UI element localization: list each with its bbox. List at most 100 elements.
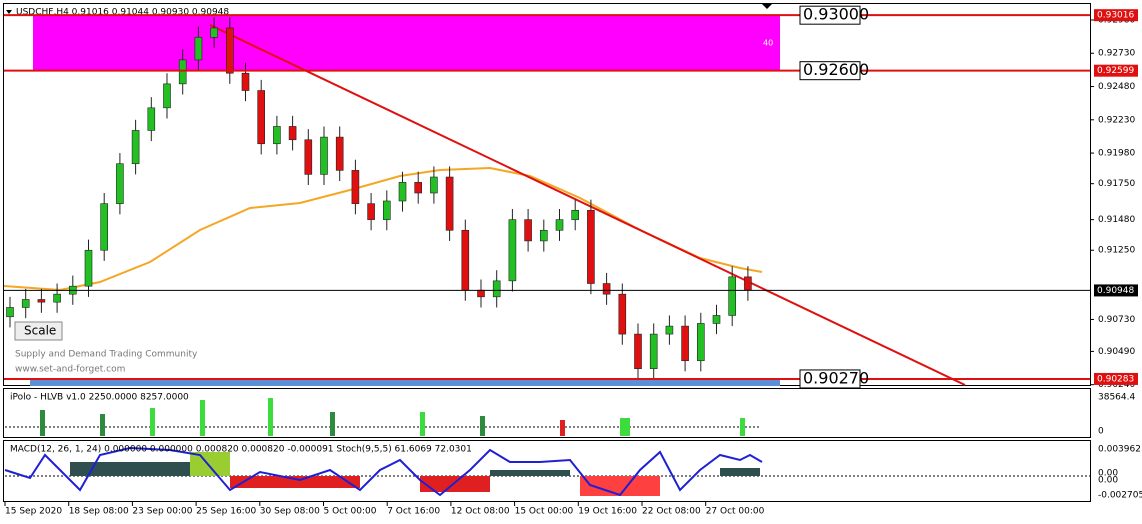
volume-bar — [620, 418, 630, 436]
candle-body — [178, 59, 187, 85]
menu-arrow — [6, 10, 12, 14]
level-zone-label: 0.92600 — [803, 60, 869, 79]
candle-body — [477, 289, 485, 298]
price-tag — [1094, 64, 1138, 77]
price-tag-label: 0.92599 — [1097, 66, 1134, 76]
x-tick-label: 15 Sep 2020 — [5, 507, 62, 517]
macd-title: MACD(12, 26, 1, 24) 0.000000 0.000000 0.… — [10, 445, 472, 455]
candle-body — [367, 203, 375, 220]
macd-bottom: -0.002705 — [1098, 491, 1142, 501]
price-tag-label: 0.93016 — [1097, 11, 1134, 21]
candle-body — [6, 307, 14, 318]
volume-bar — [420, 412, 425, 436]
candle-body — [492, 280, 501, 298]
main-layer: 40 — [3, 15, 966, 386]
volume-bar — [100, 414, 105, 436]
level-zone-label: 0.90270 — [803, 368, 869, 387]
level-box — [799, 5, 861, 25]
candle-body — [131, 130, 140, 165]
x-tick-label: 7 Oct 16:00 — [387, 507, 440, 517]
website-text: www.set-and-forget.com — [15, 365, 125, 375]
histogram-block — [720, 468, 760, 476]
x-tick-label: 5 Oct 00:00 — [324, 507, 377, 517]
y-tick-label: 0.91980 — [1098, 149, 1135, 159]
candle-body — [53, 293, 61, 303]
x-tick-label: 25 Sep 16:00 — [196, 507, 256, 517]
candle-body — [194, 36, 203, 61]
candle-body — [571, 210, 580, 220]
candle-body — [665, 325, 674, 335]
histogram-block — [490, 470, 570, 476]
macd-histogram — [4, 446, 1090, 497]
scale-button[interactable] — [14, 321, 63, 341]
current-price-label: 0.90948 — [1097, 286, 1134, 296]
histogram-block — [190, 452, 230, 476]
volume-bar — [40, 410, 45, 436]
macd-zero: 0.00 — [1098, 469, 1118, 479]
y-tick-label: 0.92230 — [1098, 115, 1135, 125]
volume-bar — [560, 420, 565, 436]
candle-body — [414, 182, 423, 194]
candle-body — [461, 229, 470, 291]
candle-body — [445, 176, 454, 231]
level-zone-label: 0.93000 — [803, 5, 869, 24]
y-tick-label: 0.92480 — [1098, 82, 1135, 92]
volume-bar — [268, 398, 273, 436]
candle-body — [744, 276, 752, 291]
x-tick-label: 22 Oct 08:00 — [642, 507, 701, 517]
candle-body — [649, 333, 658, 369]
candle-body — [257, 90, 266, 145]
community-text: Supply and Demand Trading Community — [15, 350, 198, 360]
y-tick-label: 0.92730 — [1098, 49, 1135, 59]
level-box — [799, 61, 861, 81]
y-tick-label: 0.91250 — [1098, 246, 1135, 256]
scale-button-label[interactable]: Scale — [24, 324, 56, 338]
y-tick-label: 0.90490 — [1098, 347, 1135, 357]
candle-body — [320, 136, 328, 175]
y-tick-label: 0.90730 — [1098, 315, 1135, 325]
histogram-block — [70, 462, 190, 476]
volume-bar — [150, 408, 155, 436]
macd-zero: 0.00 — [1098, 476, 1118, 486]
current-price-tag — [1094, 284, 1138, 297]
candle-body — [681, 325, 689, 362]
x-tick-label: 15 Oct 00:00 — [515, 507, 574, 517]
candle-body — [241, 72, 250, 91]
supply-zone — [33, 15, 780, 71]
candle-body — [587, 210, 595, 284]
candle-body — [430, 176, 438, 194]
volume-top: 38564.4 — [1098, 393, 1135, 403]
price-tag — [1094, 9, 1138, 22]
zone-note: 40 — [763, 38, 773, 47]
candle-body — [84, 249, 93, 287]
price-tag-label: 0.90283 — [1097, 374, 1134, 384]
candle-body — [335, 136, 344, 171]
volume-bottom: 0 — [1098, 427, 1104, 437]
candle-body — [555, 219, 564, 231]
candle-body — [37, 299, 46, 303]
volume-bar — [200, 400, 205, 436]
candle-body — [696, 323, 705, 362]
candle-body — [602, 283, 611, 295]
candle-body — [712, 315, 721, 324]
histogram-block — [580, 476, 660, 496]
candle-body — [539, 229, 548, 242]
candle-body — [634, 333, 642, 369]
y-tick-label: 0.91480 — [1098, 215, 1135, 225]
histogram-block — [420, 476, 490, 492]
level-box — [799, 369, 861, 389]
candle-body — [618, 293, 627, 335]
y-tick-label: 0.90240 — [1098, 380, 1135, 390]
symbol-header: USDCHF,H4 0.91016 0.91044 0.90930 0.9094… — [16, 8, 229, 18]
candle-body — [116, 163, 124, 204]
candle-body — [21, 299, 30, 308]
candle-body — [100, 203, 108, 251]
macd-top: 0.003962 — [1098, 445, 1141, 455]
candle-body — [273, 126, 281, 145]
candle-body — [508, 219, 517, 282]
candle-body — [728, 276, 737, 316]
volume-bar — [480, 416, 485, 436]
price-tag — [1094, 372, 1138, 385]
x-tick-label: 23 Sep 00:00 — [132, 507, 192, 517]
